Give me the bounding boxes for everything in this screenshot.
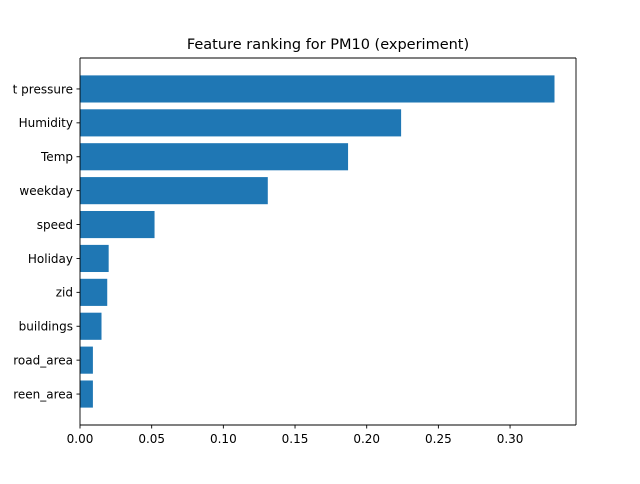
bar-1 <box>80 109 402 137</box>
y-tick-label: reen_area <box>13 387 73 401</box>
y-tick-label: road_area <box>13 353 73 367</box>
bar-0 <box>80 75 555 103</box>
y-tick-label: Temp <box>40 150 73 164</box>
y-tick-label: zid <box>56 286 73 300</box>
bar-9 <box>80 380 93 408</box>
x-tick-label: 0.05 <box>138 432 165 446</box>
x-tick-label: 0.00 <box>67 432 94 446</box>
bars-layer <box>80 75 555 408</box>
bar-5 <box>80 244 109 273</box>
bar-4 <box>80 210 155 239</box>
x-tick-label: 0.15 <box>282 432 309 446</box>
bar-6 <box>80 278 108 306</box>
y-tick-label: buildings <box>19 320 73 334</box>
bar-8 <box>80 346 93 374</box>
x-tick-label: 0.25 <box>425 432 452 446</box>
y-tick-label: Humidity <box>19 116 73 130</box>
y-tick-label: speed <box>37 218 73 232</box>
y-tick-label: weekday <box>19 184 73 198</box>
y-tick-label: Holiday <box>28 252 73 266</box>
x-tick-label: 0.10 <box>210 432 237 446</box>
x-tick-label: 0.20 <box>353 432 380 446</box>
bar-2 <box>80 143 349 171</box>
chart-title: Feature ranking for PM10 (experiment) <box>187 37 469 53</box>
x-tick-label: 0.30 <box>497 432 524 446</box>
axes-layer <box>79 57 577 426</box>
ticks-layer: t pressure Humidity Temp weekday speed Holida… <box>13 82 524 446</box>
bar-3 <box>80 177 268 205</box>
bar-7 <box>80 312 102 340</box>
y-tick-label: t pressure <box>13 82 73 96</box>
